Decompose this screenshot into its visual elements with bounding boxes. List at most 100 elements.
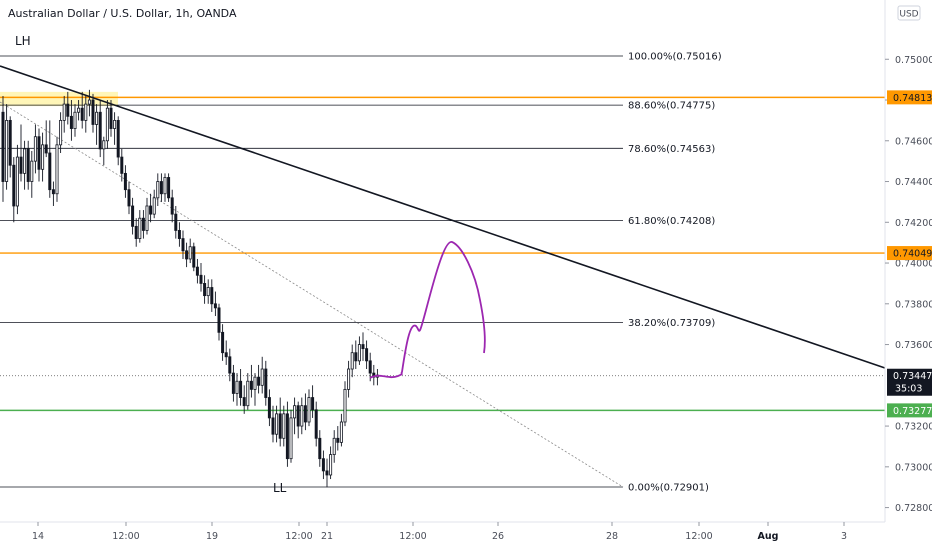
candle xyxy=(59,112,63,154)
candle-body xyxy=(66,103,70,117)
time-axis-tick-label: Aug xyxy=(758,531,779,542)
candle xyxy=(293,397,297,435)
price-tag-orange xyxy=(887,90,932,105)
candle xyxy=(44,120,48,158)
candle-body xyxy=(8,119,12,166)
candle-body xyxy=(321,458,325,472)
candle-body xyxy=(203,283,207,297)
candle-body xyxy=(221,331,225,354)
candle xyxy=(149,193,153,223)
candle-body xyxy=(213,303,217,309)
candle xyxy=(257,364,261,394)
price-tag-orange xyxy=(887,246,932,261)
candle-body xyxy=(210,287,214,305)
time-axis-tick-label: 3 xyxy=(841,531,847,542)
time-axis-ticks[interactable]: 14 12:00 19 12:00 21 12:00 26 28 12:00 Aug 3 xyxy=(32,522,847,542)
candle-body xyxy=(199,274,203,284)
currency-button[interactable]: USD xyxy=(897,5,921,21)
candle-body xyxy=(98,111,102,150)
candle-body xyxy=(51,189,55,195)
candle-body xyxy=(239,380,243,398)
candle xyxy=(95,104,99,145)
candle-body xyxy=(242,397,246,407)
fib-level-label: 100.00%(0.75016) xyxy=(628,52,722,63)
candle-body xyxy=(149,205,153,215)
candle-body xyxy=(145,205,149,231)
candle xyxy=(33,124,37,174)
candle xyxy=(282,405,286,447)
candle-body xyxy=(170,197,174,215)
price-axis-tick-label: 0.74000 xyxy=(895,259,932,270)
candle-body xyxy=(177,230,181,239)
time-axis-tick-label: 21 xyxy=(321,531,333,542)
candle xyxy=(152,189,156,219)
price-axis-tick-label: 0.73000 xyxy=(895,462,932,473)
fib-level-label: 78.60%(0.74563) xyxy=(628,144,715,155)
price-axis-tick-label: 0.74400 xyxy=(895,177,932,188)
candle-body xyxy=(336,437,340,443)
candle-body xyxy=(138,217,142,239)
candle-body xyxy=(271,417,275,435)
candle xyxy=(26,140,30,190)
price-axis-tick-label: 0.75000 xyxy=(895,55,932,66)
candle xyxy=(264,360,268,406)
candle xyxy=(62,95,66,133)
candle xyxy=(131,197,135,235)
candle-body xyxy=(167,177,171,199)
candle-body xyxy=(37,136,41,170)
candle xyxy=(347,360,351,398)
candle-body xyxy=(231,372,235,394)
candle xyxy=(5,104,9,190)
candle xyxy=(203,275,207,304)
candle-body xyxy=(62,103,66,121)
candle xyxy=(357,336,361,365)
candle xyxy=(69,100,73,141)
candle-body xyxy=(95,111,99,125)
candle xyxy=(98,100,102,158)
price-axis-tick-label: 0.73600 xyxy=(895,340,932,351)
candle-body xyxy=(152,197,156,215)
candle xyxy=(329,446,333,480)
candle-body xyxy=(354,352,358,362)
candle xyxy=(48,120,52,198)
candle-body xyxy=(127,189,131,207)
candle-body xyxy=(87,99,91,105)
candle xyxy=(66,91,70,125)
time-axis-tick-label: 12:00 xyxy=(285,531,312,542)
candle xyxy=(339,413,343,447)
candle-body xyxy=(293,405,297,419)
candle-body xyxy=(181,238,185,252)
candle-body xyxy=(311,397,315,411)
candle-body xyxy=(257,376,261,386)
price-projection-path[interactable] xyxy=(369,241,486,379)
candle xyxy=(156,173,160,206)
lower-high-label: LH xyxy=(15,34,31,48)
candle xyxy=(206,279,210,304)
candle-body xyxy=(30,160,34,182)
fib-level-label: 38.20%(0.73709) xyxy=(628,318,715,329)
candle xyxy=(246,373,250,410)
candle-body xyxy=(41,144,45,170)
candle xyxy=(15,144,19,215)
candle xyxy=(267,389,271,427)
candle xyxy=(174,205,178,239)
candle xyxy=(181,230,185,259)
price-tag-label: 0.73277 xyxy=(893,406,932,417)
descending-trendline[interactable] xyxy=(0,65,886,369)
candle xyxy=(80,91,84,129)
candle xyxy=(123,165,127,198)
price-axis-tick-label: 0.74200 xyxy=(895,218,932,229)
candle xyxy=(51,181,55,206)
candle-body xyxy=(282,413,286,439)
time-axis-tick-label: 14 xyxy=(32,531,44,542)
currency-button-label: USD xyxy=(899,10,918,20)
candle-body xyxy=(289,417,293,460)
candle-body xyxy=(23,148,27,174)
candle xyxy=(41,132,45,182)
candle xyxy=(23,140,27,190)
candle xyxy=(109,100,113,137)
candle xyxy=(235,373,239,406)
bar-countdown-label: 35:03 xyxy=(895,384,922,395)
candle-body xyxy=(343,388,347,423)
